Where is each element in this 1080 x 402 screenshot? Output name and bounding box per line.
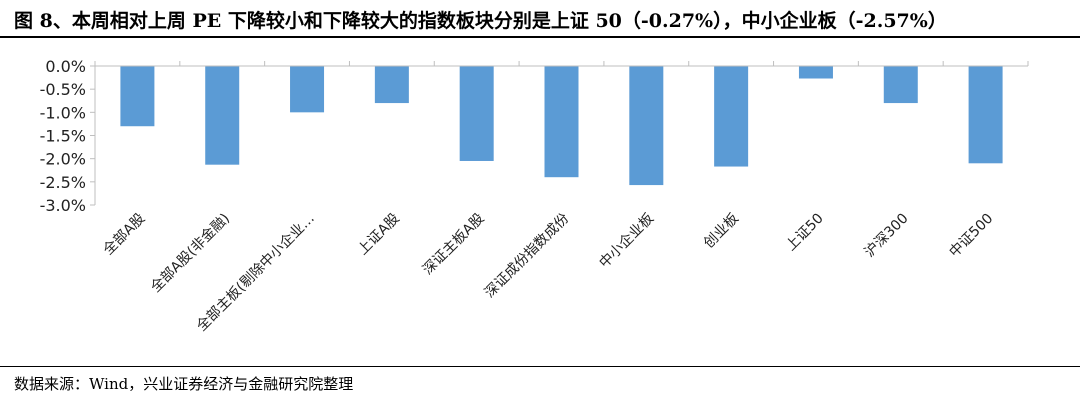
- source-note: 数据来源：Wind，兴业证券经济与金融研究院整理: [14, 375, 354, 393]
- y-tick-label: -3.0%: [40, 196, 86, 215]
- title-bar: 图 8、本周相对上周 PE 下降较小和下降较大的指数板块分别是上证 50（-0.…: [0, 0, 1080, 38]
- x-category-label: 深证成份指数成份: [482, 211, 573, 302]
- bar-chart: 0.0% -0.5% -1.0% -1.5% -2.0% -2.5% -3.0% 全部A股全…: [40, 57, 1029, 335]
- bar: [544, 66, 579, 178]
- x-category-label: 全部A股: [100, 210, 148, 258]
- bar: [205, 66, 240, 165]
- y-tick-label: 0.0%: [45, 57, 86, 76]
- source-divider: [0, 366, 1080, 367]
- bars: [120, 66, 1003, 186]
- bar: [120, 66, 155, 127]
- x-category-label: 全部A股(非金融): [147, 210, 233, 296]
- bar: [798, 66, 833, 79]
- x-category-label: 沪深300: [862, 211, 912, 261]
- bar: [459, 66, 494, 161]
- bar: [968, 66, 1003, 164]
- x-category-label: 深证主板A股: [420, 211, 488, 279]
- y-tick-label: -1.5%: [40, 127, 86, 146]
- y-tick-label: -2.5%: [40, 173, 86, 192]
- x-category-label: 中小企业板: [596, 210, 658, 272]
- x-category-label: 上证50: [783, 211, 827, 255]
- chart-title: 图 8、本周相对上周 PE 下降较小和下降较大的指数板块分别是上证 50（-0.…: [14, 10, 947, 32]
- y-tick-label: -1.0%: [40, 103, 86, 122]
- bar: [629, 66, 664, 186]
- x-category-label: 创业板: [701, 211, 742, 252]
- bar: [374, 66, 409, 104]
- x-category-label: 中证500: [946, 211, 996, 261]
- bar: [714, 66, 749, 167]
- y-axis: 0.0% -0.5% -1.0% -1.5% -2.0% -2.5% -3.0%: [40, 57, 96, 215]
- y-tick-label: -2.0%: [40, 150, 86, 169]
- bar: [883, 66, 918, 104]
- bar: [290, 66, 325, 113]
- x-category-label: 上证A股: [355, 211, 403, 259]
- y-tick-label: -0.5%: [40, 80, 86, 99]
